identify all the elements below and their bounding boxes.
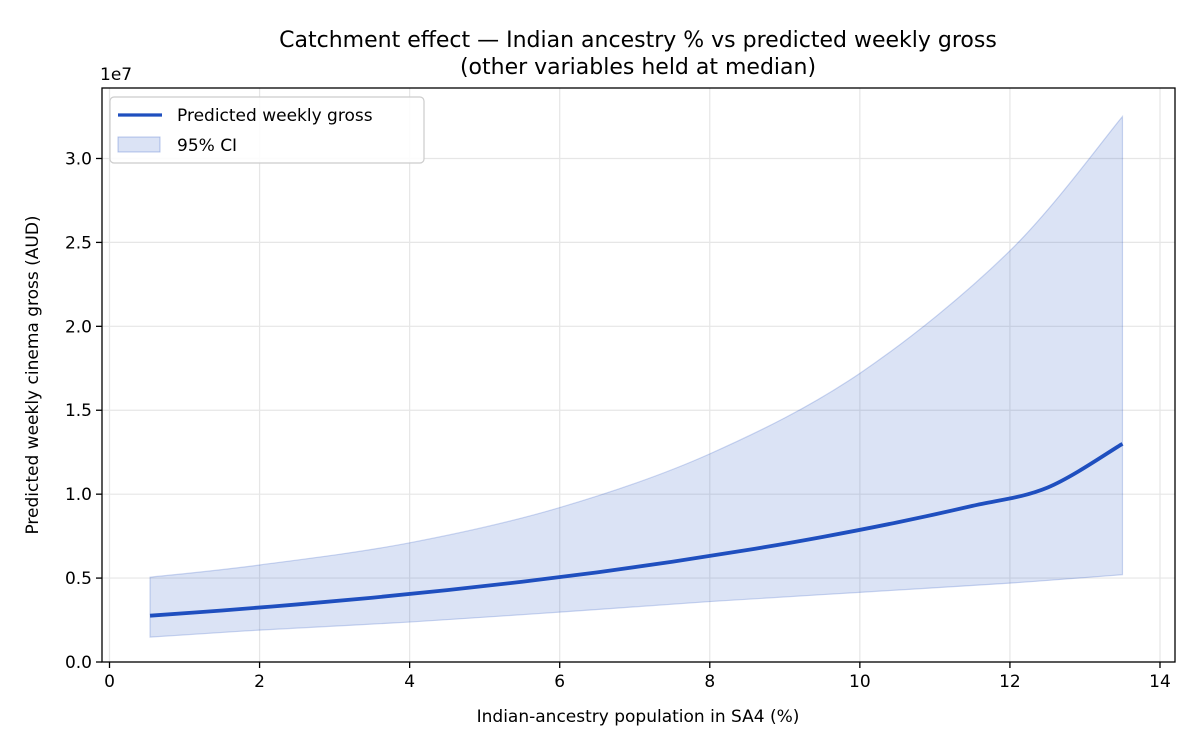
y-tick-label: 1.0 [65, 485, 92, 505]
chart-subtitle: (other variables held at median) [460, 55, 816, 80]
x-tick-label: 14 [1149, 672, 1171, 692]
y-offset-label: 1e7 [100, 65, 132, 85]
x-tick-label: 10 [849, 672, 871, 692]
x-tick-label: 0 [104, 672, 115, 692]
tick-layer: 0 2 4 6 8 10 12 14 0.0 0.5 1.0 1.5 2.0 2.5 3.0 [65, 149, 1171, 692]
y-axis-label: Predicted weekly cinema gross (AUD) [23, 215, 43, 534]
x-tick-label: 6 [554, 672, 565, 692]
legend-label-band: 95% CI [177, 136, 237, 156]
y-tick-label: 0.5 [65, 569, 92, 589]
x-tick-label: 4 [404, 672, 415, 692]
band-layer [149, 114, 1124, 638]
legend-label-line: Predicted weekly gross [177, 106, 373, 126]
x-tick-label: 12 [999, 672, 1021, 692]
predicted-gross-line [149, 442, 1124, 618]
x-tick-label: 2 [254, 672, 265, 692]
y-tick-label: 3.0 [65, 149, 92, 169]
legend: Predicted weekly gross 95% CI [109, 96, 425, 164]
line-layer [149, 442, 1124, 618]
legend-box [109, 96, 425, 164]
plot-frame [101, 87, 1176, 663]
y-tick-label: 1.5 [65, 401, 92, 421]
confidence-band-area [149, 114, 1124, 638]
y-tick-label: 0.0 [65, 653, 92, 673]
grid-layer [102, 88, 1175, 663]
x-tick-label: 8 [704, 672, 715, 692]
y-tick-label: 2.5 [65, 233, 92, 253]
x-axis-label: Indian-ancestry population in SA4 (%) [477, 707, 800, 727]
chart-title: Catchment effect — Indian ancestry % vs … [279, 28, 997, 53]
legend-band-swatch [117, 136, 161, 153]
y-tick-label: 2.0 [65, 317, 92, 337]
